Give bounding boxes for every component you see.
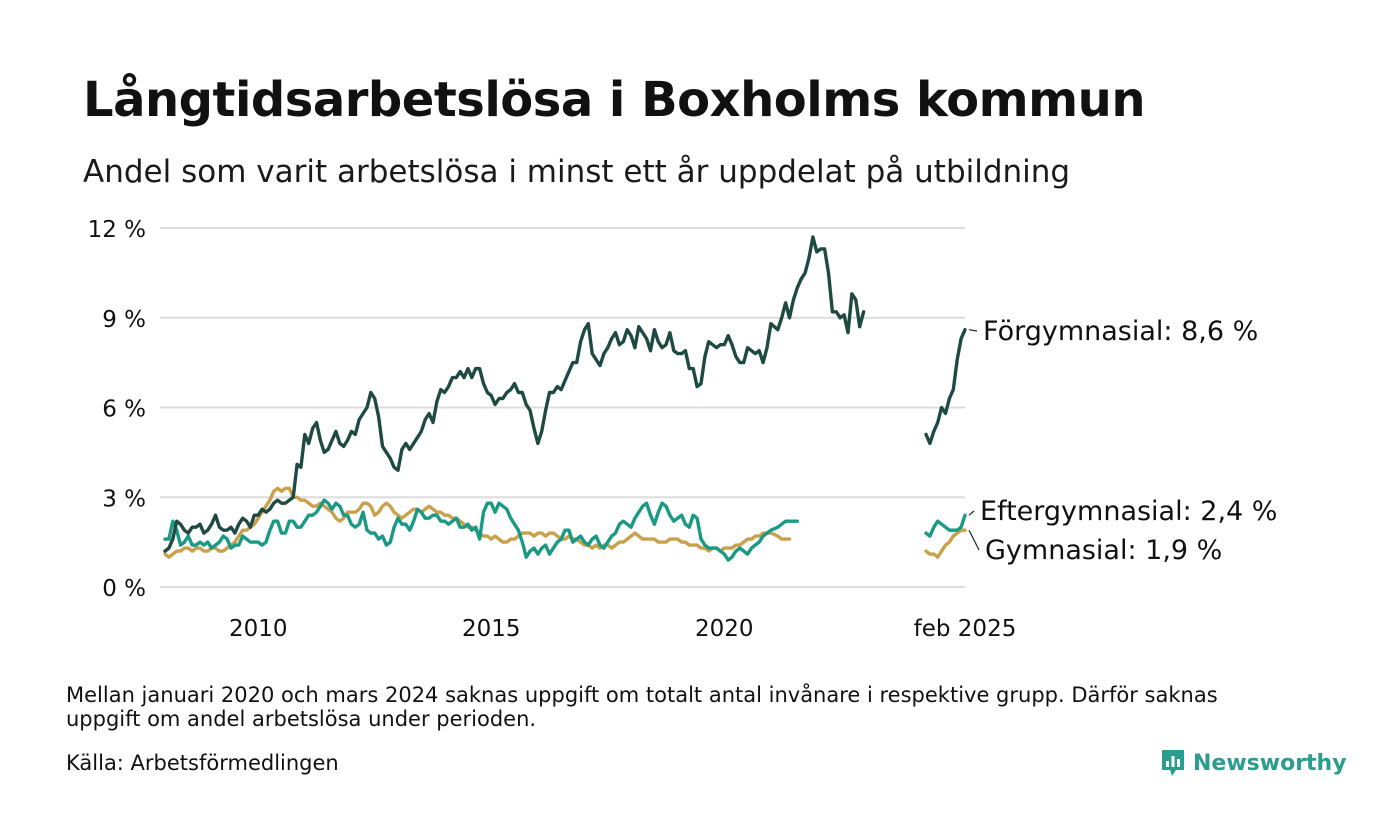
series-end-label-eftergymnasial: Eftergymnasial: 2,4 % [980,496,1277,527]
y-tick-label: 9 % [102,307,146,333]
chart-subtitle: Andel som varit arbetslösa i minst ett å… [83,154,1071,190]
newsworthy-chart-bubble-icon [1162,750,1184,776]
label-leader-förgymnasial [968,329,978,332]
y-tick-label: 12 % [88,217,146,243]
series-end-label-förgymnasial: Förgymnasial: 8,6 % [983,316,1258,347]
series-line-gymnasial [163,486,792,559]
line-chart: 0 % 3 % 6 % 9 % 12 % 2010 2015 2020 feb 2025 Förg… [88,217,1278,642]
y-tick-label: 6 % [102,397,146,423]
source-note: Källa: Arbetsförmedlingen [66,751,339,775]
x-tick-label: 2020 [695,616,754,642]
series-line-gymnasial [924,528,967,559]
chart-title: Långtidsarbetslösa i Boxholms kommun [83,72,1146,128]
y-tick-label: 3 % [102,486,146,512]
x-tick-label: 2010 [229,616,288,642]
brand-name: Newsworthy [1193,750,1347,776]
x-tick-label: feb 2025 [914,616,1017,642]
series-line-eftergymnasial [163,498,799,562]
series-line-eftergymnasial [924,513,967,538]
x-tick-label: 2015 [462,616,521,642]
series-line-förgymnasial [163,235,866,553]
series-line-förgymnasial [924,328,967,446]
y-tick-label: 0 % [102,576,146,602]
series-end-label-gymnasial: Gymnasial: 1,9 % [985,535,1222,566]
label-leader-eftergymnasial [968,510,975,516]
newsworthy-logo[interactable]: Newsworthy [1160,745,1347,781]
label-leader-gymnasial [968,529,980,551]
footnote: Mellan januari 2020 och mars 2024 saknas… [66,683,1218,731]
